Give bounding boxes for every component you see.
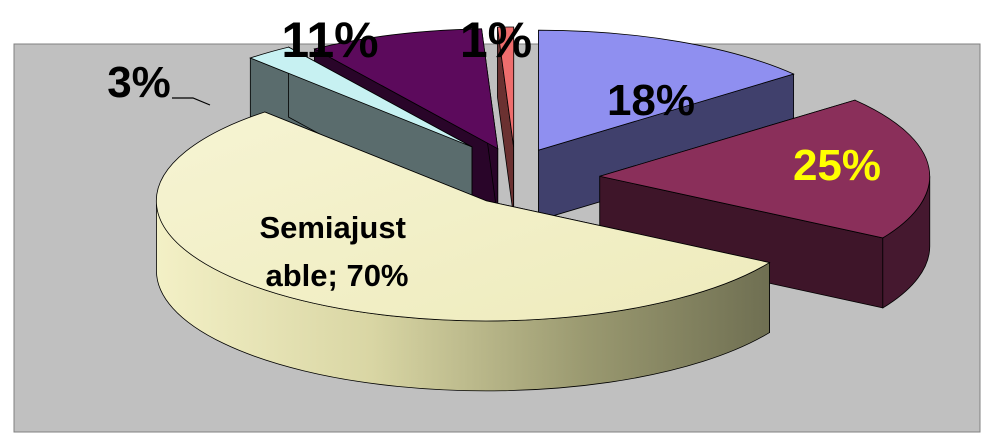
data-label-3: 3% (107, 58, 171, 107)
pie-slice-25 (599, 99, 931, 309)
pie-slice-top-3 (249, 46, 473, 148)
data-label-25: 25% (793, 141, 881, 190)
data-label-70-line1: Semiajust (259, 210, 405, 245)
pie-slice-70 (155, 111, 771, 392)
data-label-70-line2: able; 70% (265, 258, 408, 293)
leader-line-3 (172, 97, 211, 106)
pie-slice-top-25 (599, 99, 931, 239)
pie-slice-1 (497, 26, 515, 218)
pie-slice-top-18 (538, 29, 795, 151)
pie-slice-top-1 (497, 26, 515, 148)
data-label-11: 11% (281, 12, 378, 68)
data-label-70: Semiajust able; 70% (259, 210, 414, 293)
pie-slice-top-70 (155, 111, 771, 322)
slices-group (155, 26, 931, 392)
pie-slice-top-11 (313, 28, 499, 150)
data-label-18: 18% (607, 76, 695, 125)
data-label-1: 1% (460, 12, 532, 68)
